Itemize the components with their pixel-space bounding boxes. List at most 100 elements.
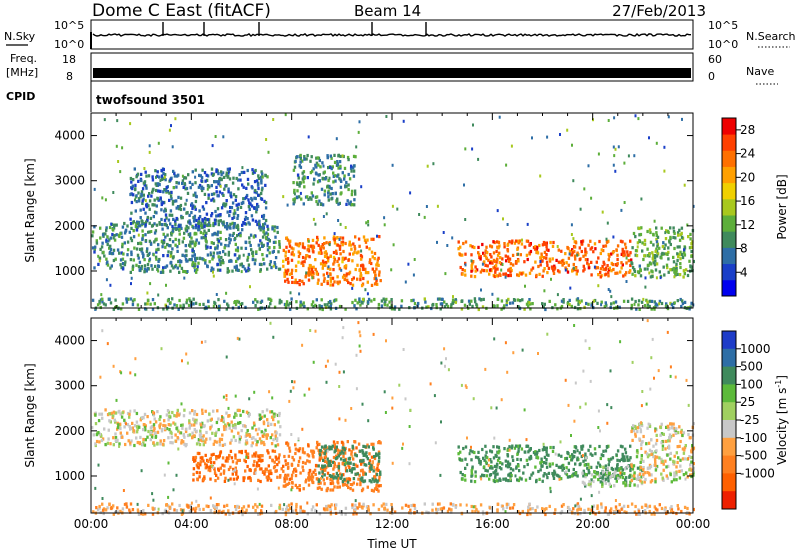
range-gate-cell: [630, 478, 633, 483]
range-gate-cell: [275, 438, 279, 443]
range-gate-cell: [296, 448, 299, 452]
range-gate-cell: [562, 466, 565, 470]
range-gate-cell: [212, 251, 215, 255]
range-gate-cell: [277, 420, 280, 424]
range-gate-cell: [621, 250, 624, 254]
range-gate-cell: [353, 304, 356, 308]
range-gate-cell: [611, 456, 615, 460]
range-gate-cell: [137, 224, 141, 228]
range-gate-cell: [260, 197, 264, 201]
range-gate-cell: [106, 441, 110, 445]
range-gate-cell: [477, 307, 480, 312]
range-gate-cell: [114, 411, 118, 415]
range-gate-cell: [121, 262, 125, 266]
range-gate-cell: [322, 458, 325, 462]
range-gate-cell: [602, 267, 605, 271]
range-gate-cell: [532, 246, 536, 250]
range-gate-cell: [568, 508, 571, 512]
freq-strip: Freq. [MHz] 18 8 60 0 Nave: [6, 52, 778, 85]
range-gate-cell: [615, 248, 618, 252]
range-gate-cell: [154, 431, 157, 435]
range-gate-cell: [266, 418, 269, 422]
range-gate-cell: [523, 307, 526, 311]
range-gate-cell: [536, 245, 539, 249]
range-gate-cell: [672, 230, 676, 234]
range-gate-cell: [204, 462, 207, 466]
range-gate-cell: [562, 298, 565, 302]
range-gate-cell: [199, 456, 202, 460]
range-gate-cell: [511, 253, 515, 257]
range-gate-cell: [614, 271, 617, 275]
range-gate-cell: [192, 417, 195, 421]
range-gate-cell: [677, 507, 680, 511]
range-gate-cell: [166, 409, 170, 413]
range-gate-cell: [315, 272, 319, 276]
range-gate-cell: [688, 455, 691, 459]
range-gate-cell: [636, 474, 640, 478]
range-gate-cell: [475, 268, 479, 272]
range-gate-cell: [353, 467, 356, 471]
range-gate-cell: [653, 256, 657, 260]
range-gate-cell: [117, 160, 120, 163]
range-gate-cell: [174, 439, 178, 443]
range-gate-cell: [493, 240, 496, 245]
range-gate-cell: [599, 472, 603, 476]
range-gate-cell: [451, 236, 454, 240]
range-gate-cell: [341, 446, 344, 450]
range-gate-cell: [370, 283, 374, 287]
range-gate-cell: [604, 481, 607, 485]
range-gate-cell: [255, 443, 258, 447]
range-gate-cell: [623, 458, 626, 462]
range-gate-cell: [543, 250, 547, 254]
range-gate-cell: [278, 503, 282, 507]
range-gate-cell: [312, 250, 315, 254]
range-gate-cell: [232, 215, 236, 219]
range-gate-cell: [368, 469, 371, 473]
range-gate-cell: [368, 461, 371, 465]
range-gate-cell: [177, 413, 181, 417]
range-gate-cell: [228, 233, 232, 237]
range-gate-cell: [151, 512, 155, 516]
range-gate-cell: [118, 422, 122, 426]
range-gate-cell: [327, 195, 330, 199]
range-gate-cell: [666, 425, 670, 429]
range-gate-cell: [302, 487, 305, 491]
range-gate-cell: [338, 160, 342, 164]
range-gate-cell: [220, 206, 224, 210]
range-gate-cell: [596, 472, 599, 476]
range-gate-cell: [109, 248, 113, 252]
range-gate-cell: [206, 245, 209, 249]
range-gate-cell: [239, 263, 242, 267]
range-gate-cell: [159, 439, 162, 443]
range-gate-cell: [307, 278, 311, 282]
range-gate-cell: [634, 299, 637, 304]
range-gate-cell: [241, 166, 244, 170]
colorbar-tick-label: 8: [740, 242, 748, 256]
range-gate-cell: [263, 414, 266, 418]
range-gate-cell: [322, 507, 326, 511]
range-gate-cell: [301, 447, 305, 451]
range-gate-cell: [95, 239, 98, 243]
range-gate-cell: [217, 239, 221, 243]
range-gate-cell: [377, 507, 381, 512]
range-gate-cell: [370, 250, 374, 254]
range-gate-cell: [653, 455, 657, 459]
range-gate-cell: [251, 251, 254, 255]
range-gate-cell: [484, 460, 488, 464]
range-gate-cell: [630, 307, 633, 311]
range-gate-cell: [639, 274, 643, 278]
range-gate-cell: [556, 245, 559, 248]
range-gate-cell: [112, 436, 115, 440]
range-gate-cell: [326, 281, 329, 286]
range-gate-cell: [388, 300, 391, 304]
range-gate-cell: [210, 212, 214, 216]
range-gate-cell: [517, 478, 520, 483]
range-gate-cell: [117, 423, 120, 427]
range-gate-cell: [634, 426, 638, 430]
range-gate-cell: [636, 430, 639, 434]
range-gate-cell: [193, 218, 196, 222]
range-gate-cell: [273, 263, 277, 267]
range-gate-cell: [185, 443, 188, 447]
range-gate-cell: [349, 243, 353, 247]
range-gate-cell: [129, 502, 133, 506]
